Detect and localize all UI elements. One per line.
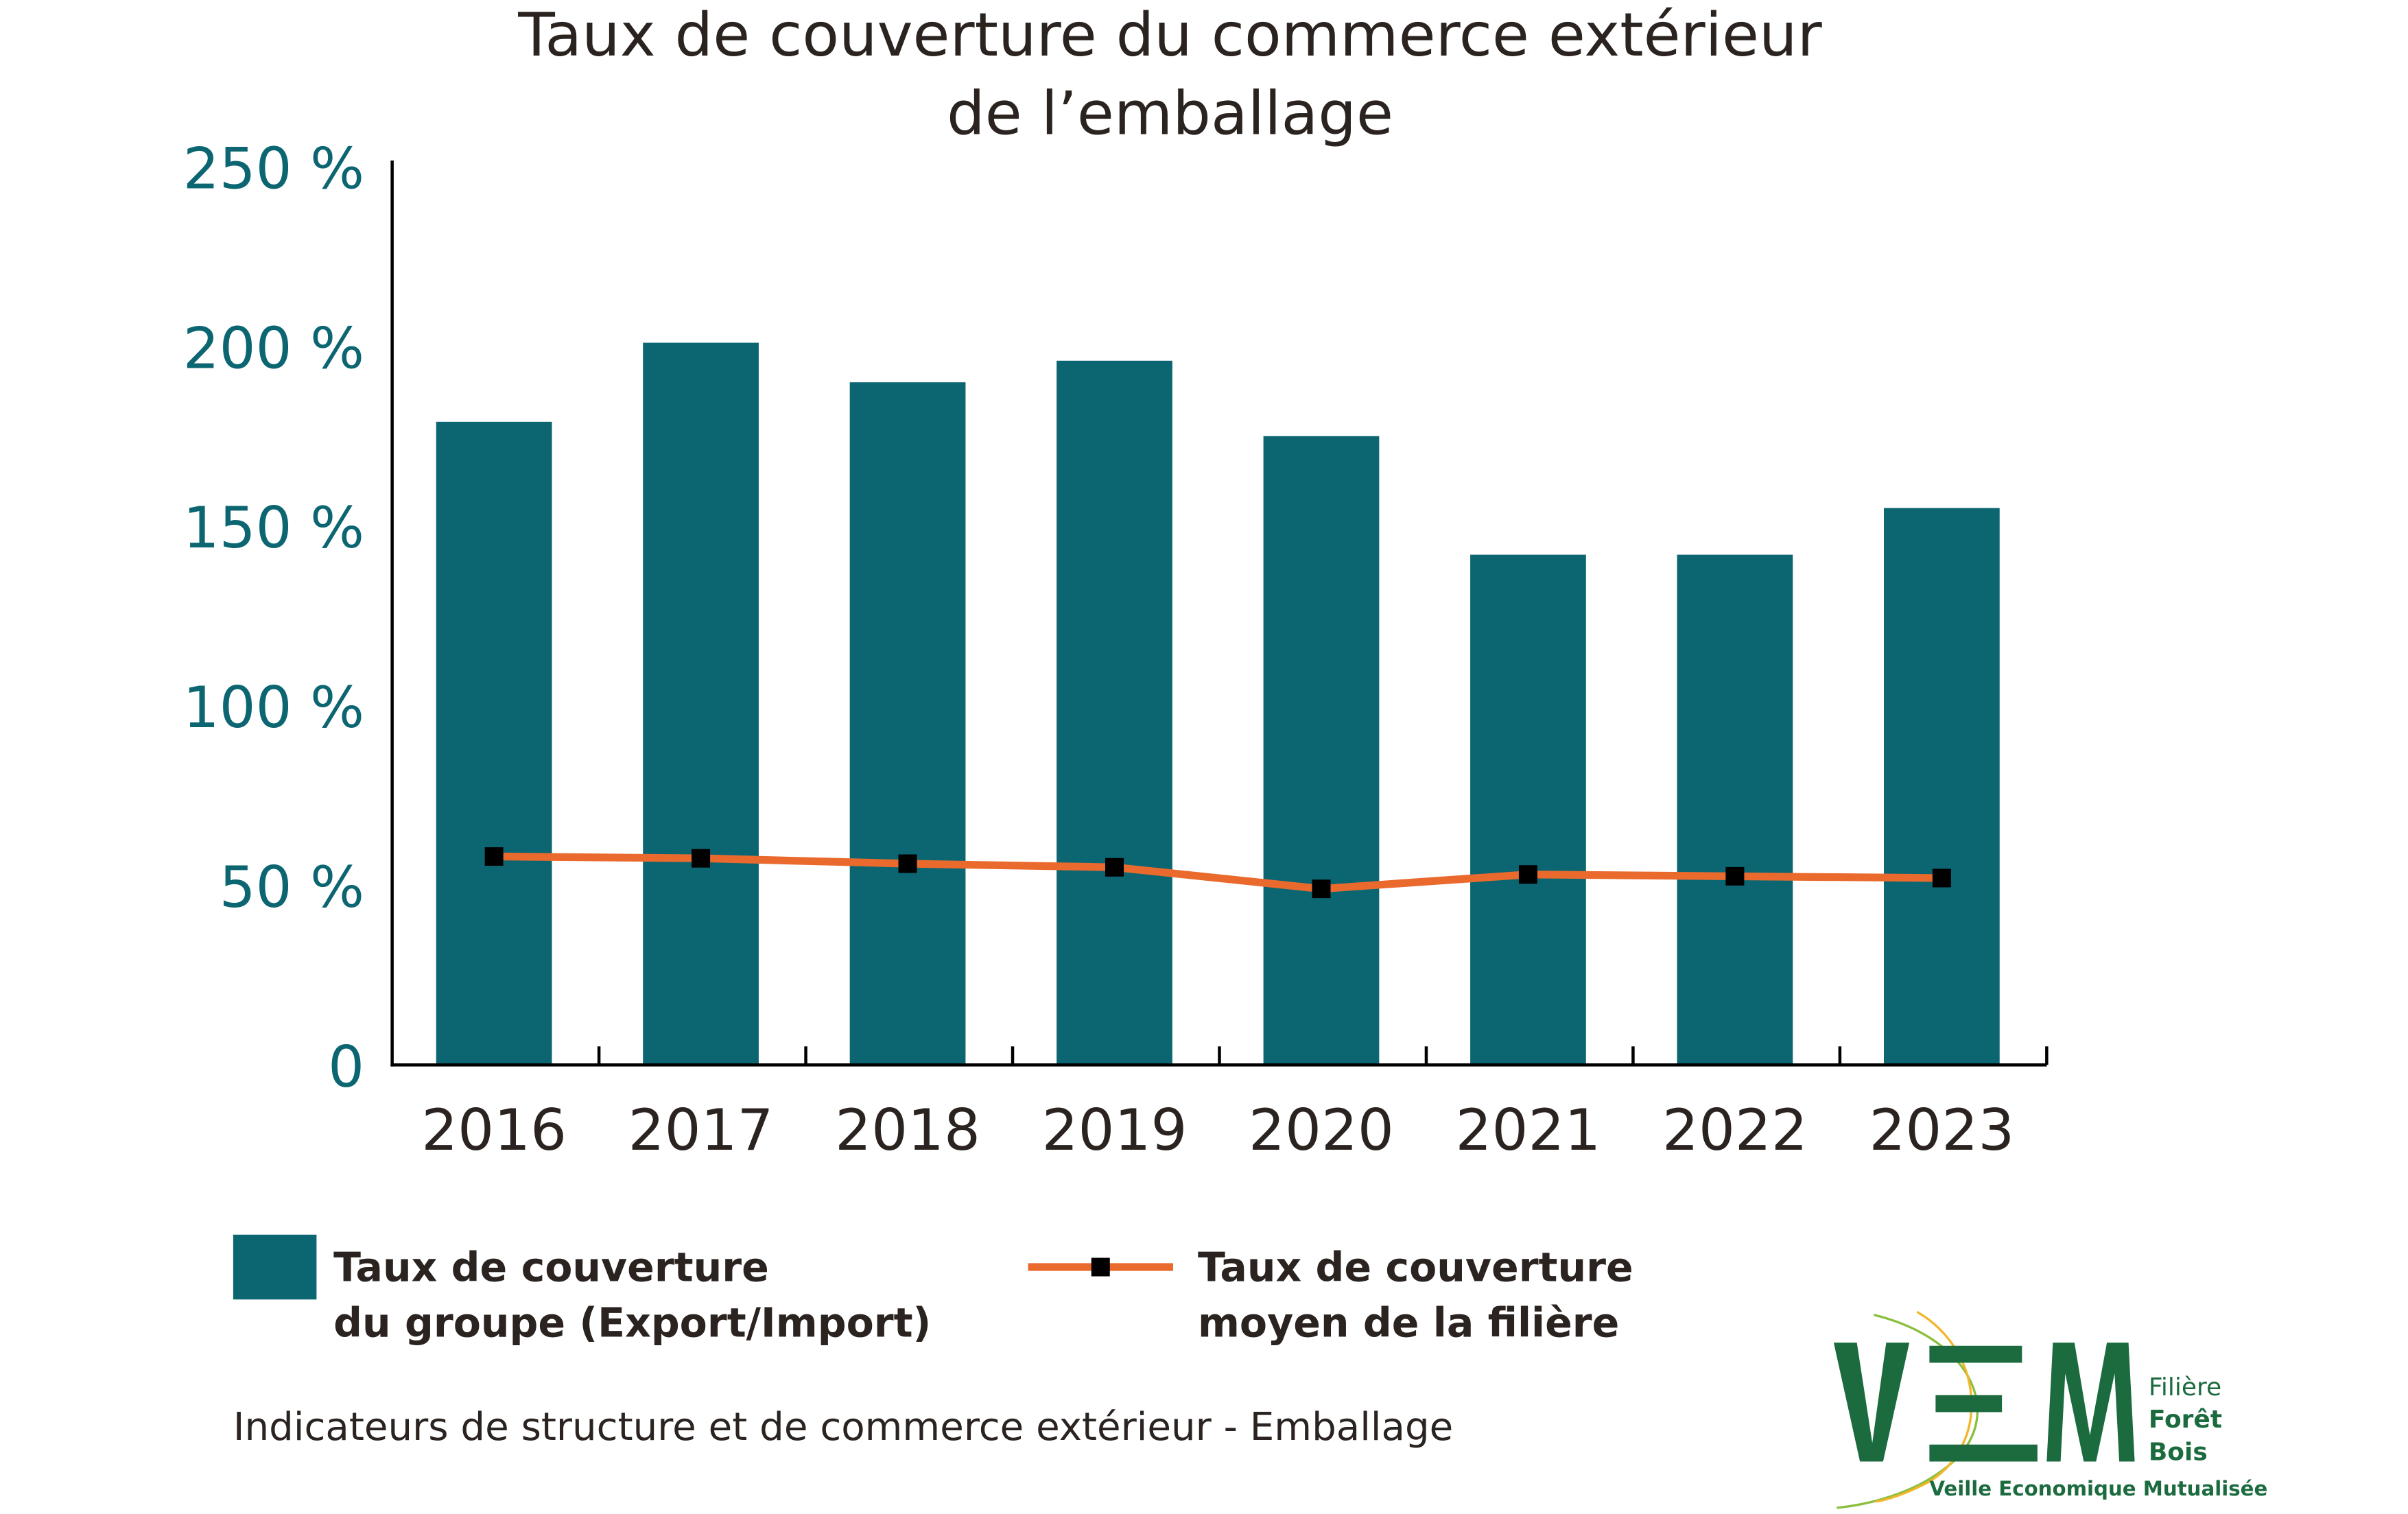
line-point-2021 — [1518, 865, 1537, 884]
bar-2023 — [1884, 508, 2000, 1065]
chart-title-line2: de l’emballage — [947, 79, 1393, 149]
line-series-path — [494, 852, 1942, 893]
line-point-2019 — [1105, 857, 1124, 877]
x-tick-label: 2018 — [835, 1097, 980, 1163]
legend-line-label-line1: Taux de couverture — [1198, 1244, 1633, 1290]
line-point-2018 — [898, 854, 917, 873]
line-point-2017 — [692, 849, 711, 868]
line-point-2023 — [1932, 868, 1951, 888]
line-point-2020 — [1312, 879, 1331, 899]
bar-2020 — [1263, 436, 1380, 1065]
bar-2022 — [1677, 554, 1793, 1065]
logo-line1: Filière — [2149, 1373, 2221, 1401]
bar-2019 — [1057, 360, 1172, 1065]
line-point-2016 — [484, 847, 504, 866]
x-tick-label: 2017 — [628, 1097, 774, 1163]
legend-line-marker — [1091, 1257, 1110, 1277]
x-tick-label: 2020 — [1249, 1097, 1394, 1163]
caption: Indicateurs de structure et de commerce … — [233, 1405, 1453, 1450]
bar-2021 — [1470, 554, 1586, 1065]
bar-2018 — [849, 382, 966, 1065]
y-tick-label: 150 % — [183, 495, 364, 561]
x-tick-label: 2023 — [1869, 1097, 2014, 1163]
legend-bar-label-line2: du groupe (Export/Import) — [333, 1299, 931, 1346]
logo-letter-v — [1833, 1343, 1910, 1462]
line-point-2022 — [1725, 866, 1745, 886]
logo-letter-e-bot — [1929, 1444, 2038, 1462]
chart-title-line1: Taux de couverture du commerce extérieur — [517, 0, 1822, 70]
x-ticks-group: 2016 2017 2018 2019 2020 2021 2022 2023 — [421, 1046, 2049, 1163]
x-tick-label: 2022 — [1662, 1097, 1808, 1163]
legend-bar-label-line1: Taux de couverture — [333, 1244, 769, 1290]
logo-tagline: Veille Economique Mutualisée — [1929, 1477, 2267, 1500]
axes-group — [390, 160, 2047, 1067]
x-tick-label: 2019 — [1042, 1097, 1188, 1163]
logo-letter-e-top — [1929, 1345, 2022, 1363]
x-tick-label: 2016 — [421, 1097, 567, 1163]
vem-logo: Filière Forêt Bois Veille Economique Mut… — [1833, 1310, 2267, 1509]
bar-2017 — [643, 342, 759, 1065]
y-tick-label: 250 % — [183, 135, 364, 202]
y-ticks-group: 0 50 % 100 % 150 % 200 % 250 % — [183, 135, 364, 1100]
logo-line2: Forêt — [2149, 1406, 2222, 1434]
y-tick-label: 200 % — [183, 315, 364, 381]
y-tick-label: 100 % — [183, 674, 364, 741]
legend-line-label-line2: moyen de la filière — [1198, 1299, 1619, 1346]
logo-letter-m — [2046, 1343, 2135, 1462]
bar-2016 — [436, 421, 552, 1065]
logo-letter-e-mid — [1935, 1395, 2003, 1412]
x-tick-label: 2021 — [1456, 1097, 1601, 1163]
legend-bar-swatch — [233, 1234, 317, 1300]
line-series-group — [484, 847, 1951, 899]
y-tick-label: 50 % — [220, 854, 364, 921]
bars-group — [436, 342, 2000, 1065]
y-tick-label: 0 — [328, 1034, 364, 1100]
logo-line3: Bois — [2149, 1438, 2208, 1466]
